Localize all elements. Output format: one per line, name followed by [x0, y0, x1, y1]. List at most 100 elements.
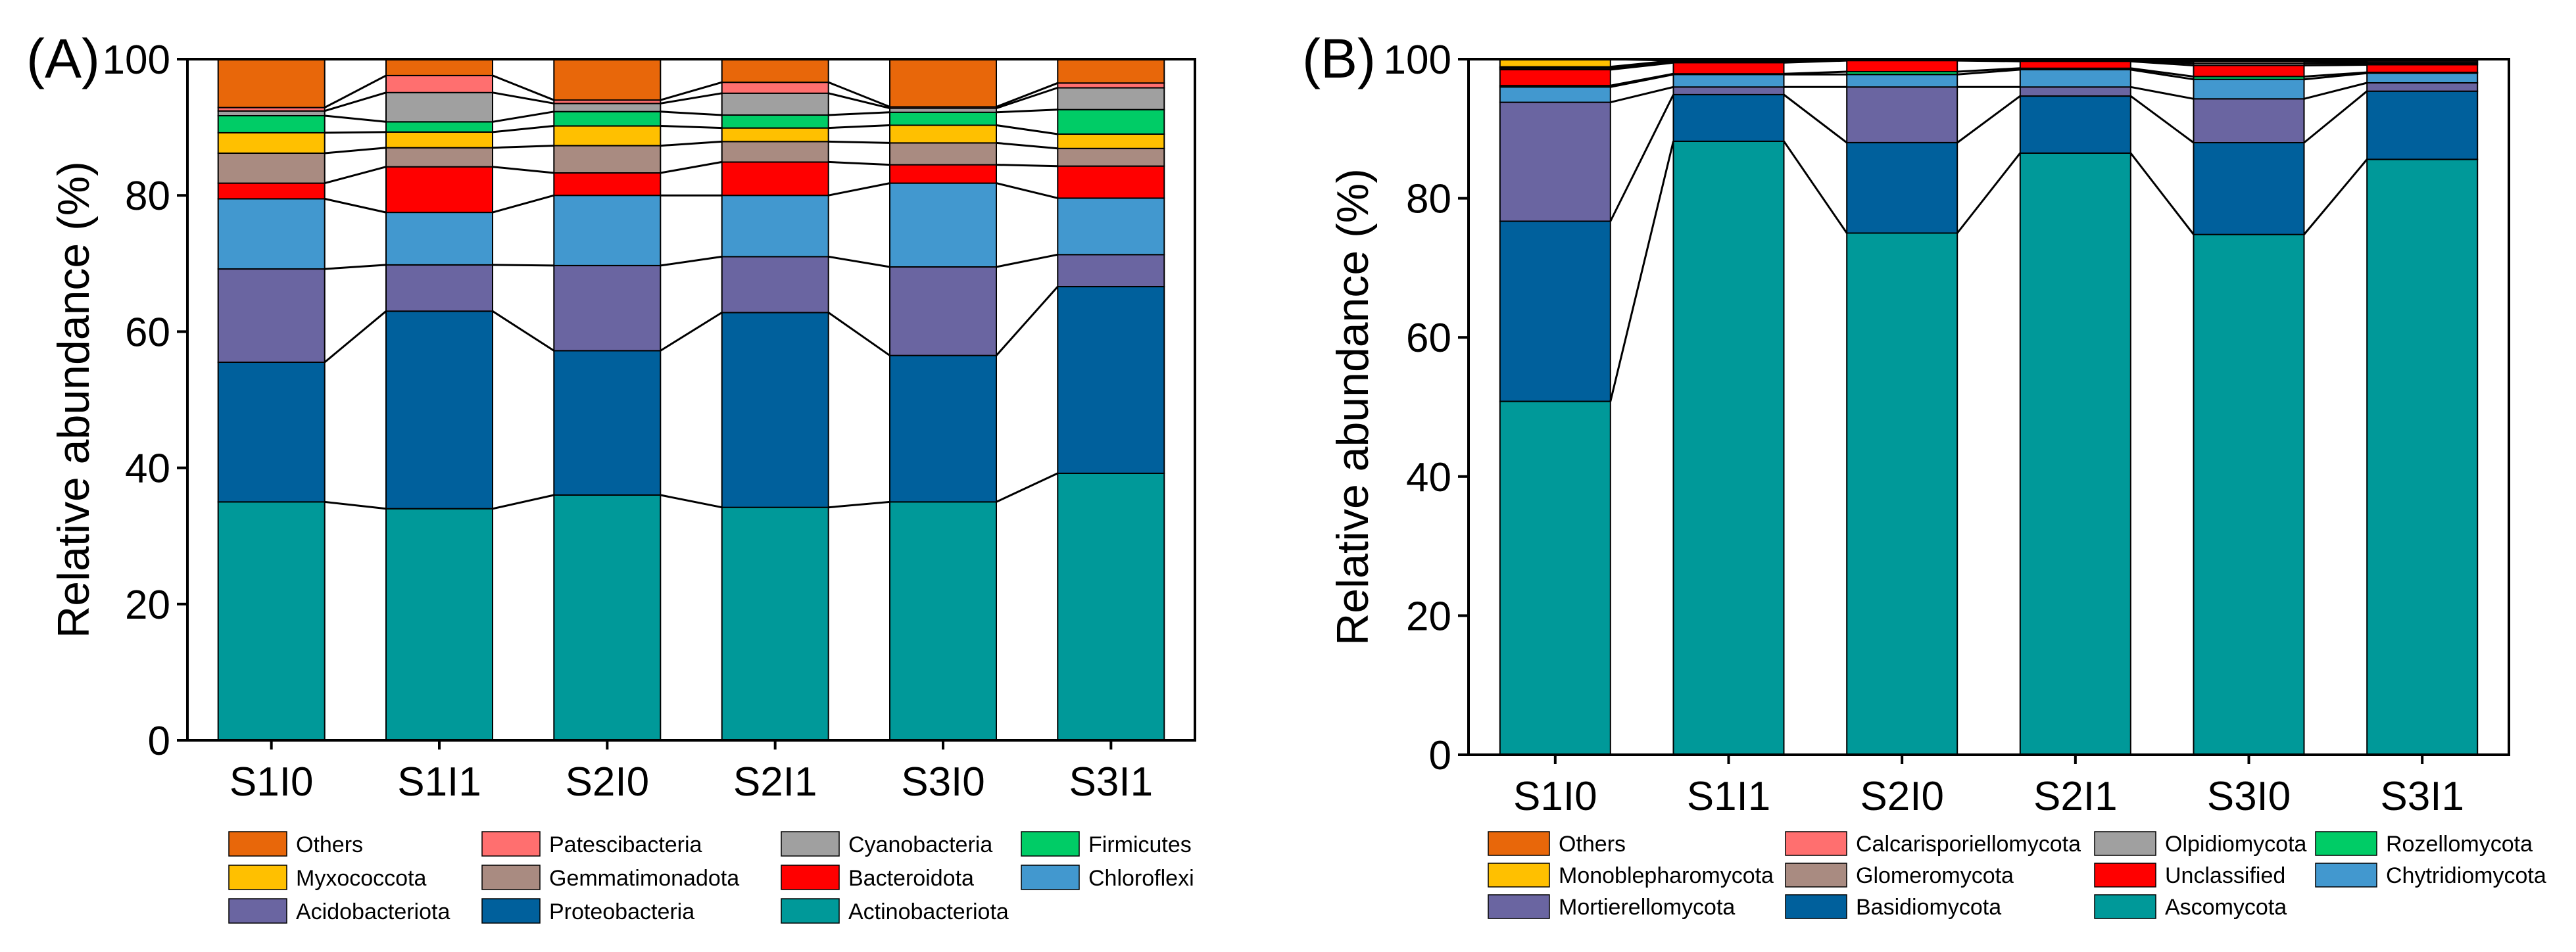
legend-swatch-b-ascomycota	[2094, 894, 2156, 919]
connector-b-1-1	[1609, 141, 1674, 402]
y-tick-label-b-0: 0	[1429, 733, 1451, 778]
bar-a-s1i0-others	[217, 59, 326, 108]
bar-b-s2i0-chytridiomycota	[1846, 74, 1958, 88]
bar-a-s2i1-bacteroidota	[721, 161, 829, 197]
legend-label-a-gemmatimonadota: Gemmatimonadota	[549, 866, 739, 891]
bar-a-s3i0-gemmatimonadota	[889, 142, 997, 166]
bar-a-s1i0-myxococcota	[217, 131, 326, 154]
legend-b: Others Calcarisporiellomycota Olpidiomycot…	[1488, 831, 2546, 920]
connector-b-2-2	[1783, 93, 1848, 144]
bar-a-s3i1-chloroflexi	[1057, 197, 1165, 256]
connector-b-3-2	[1956, 95, 2021, 144]
bars-b	[1499, 59, 2479, 756]
connector-b-4-4	[2130, 68, 2194, 81]
bar-b-s3i0-ascomycota	[2193, 233, 2305, 756]
bar-b-s2i1-mortierellomycota	[2019, 86, 2131, 97]
bar-a-s1i1-bacteroidota	[385, 166, 493, 214]
bars-a	[217, 59, 1165, 742]
bar-b-s3i1-mortierellomycota	[2366, 82, 2479, 92]
bar-a-s3i0-myxococcota	[889, 124, 997, 144]
bar-b-s1i1-ascomycota	[1672, 140, 1785, 756]
connector-a-4-6	[828, 140, 890, 144]
bar-a-s1i1-myxococcota	[385, 131, 493, 149]
connector-a-5-8	[996, 108, 1058, 114]
legend-label-a-acidobacteriota: Acidobacteriota	[296, 899, 450, 924]
connector-a-2-4	[492, 194, 554, 214]
legend-swatch-b-others	[1488, 831, 1550, 856]
legend-swatch-a-chloroflexi	[1021, 865, 1080, 890]
connector-b-3-1	[1956, 152, 2021, 234]
bar-a-s3i0-acidobacteriota	[889, 266, 997, 356]
connector-a-3-8	[660, 110, 722, 116]
bar-b-s3i1-basidiomycota	[2366, 90, 2479, 160]
panel-label-b: (B)	[1302, 28, 1376, 89]
bar-a-s1i1-others	[385, 59, 493, 76]
bar-a-s1i1-acidobacteriota	[385, 264, 493, 312]
legend-label-a-myxococcota: Myxococcota	[296, 866, 426, 891]
bar-a-s3i0-bacteroidota	[889, 164, 997, 184]
connector-b-5-6	[2304, 64, 2368, 66]
connector-b-4-1	[2129, 152, 2195, 235]
connector-a-3-1	[660, 494, 722, 509]
connector-a-5-10	[996, 82, 1058, 108]
legend-swatch-a-myxococcota	[228, 865, 287, 890]
bar-a-s2i1-myxococcota	[721, 127, 829, 143]
panel-label-a: (A)	[26, 28, 100, 89]
connector-b-4-2	[2129, 95, 2195, 144]
bar-a-s3i0-proteobacteria	[889, 354, 997, 503]
connector-a-5-7	[996, 124, 1058, 135]
bar-a-s2i1-chloroflexi	[721, 195, 829, 258]
x-tick-label-a-s1i0: S1I0	[230, 759, 314, 805]
connector-a-3-7	[660, 125, 722, 130]
connector-a-5-3	[996, 253, 1058, 268]
connector-a-3-5	[660, 160, 722, 174]
bar-b-s2i0-ascomycota	[1846, 232, 1958, 755]
bar-a-s3i1-firmicutes	[1057, 108, 1165, 135]
connector-a-1-10	[324, 74, 387, 108]
bar-b-s3i0-chytridiomycota	[2193, 78, 2305, 100]
x-tick-label-b-s2i1: S2I1	[2033, 774, 2118, 819]
legend-label-b-glomeromycota: Glomeromycota	[1856, 863, 2014, 888]
legend-label-b-monoblepharomycota: Monoblepharomycota	[1559, 863, 1774, 888]
connector-a-4-4	[828, 182, 890, 197]
legend-swatch-a-bacteroidota	[781, 865, 840, 890]
y-tick-label-a-0: 0	[148, 719, 170, 764]
connector-a-2-1	[492, 494, 554, 510]
bar-b-s1i0-mortierellomycota	[1499, 101, 1611, 222]
bar-b-s3i0-mortierellomycota	[2193, 98, 2305, 143]
bar-a-s3i0-actinobacteriota	[889, 501, 997, 742]
bar-a-s3i1-actinobacteriota	[1057, 472, 1165, 742]
y-tick-label-a-40: 40	[125, 446, 170, 492]
x-tick-label-a-s1i1: S1I1	[397, 759, 481, 805]
connector-b-5-2	[2303, 90, 2368, 144]
y-tick-label-b-20: 20	[1406, 594, 1451, 639]
chart-panel-a: 0 20 40 60 80 100 S1I0 S1I1 S2I0 S2I1 S3I0 S3I1 Rela…	[26, 28, 1196, 924]
connector-a-1-2	[324, 310, 387, 364]
bar-b-s3i1-chytridiomycota	[2366, 72, 2479, 83]
bar-a-s2i1-patescibacteria	[721, 82, 829, 94]
bar-a-s3i1-cyanobacteria	[1057, 87, 1165, 110]
bar-a-s2i0-acidobacteriota	[553, 264, 662, 352]
connector-a-1-5	[324, 166, 387, 185]
connector-b-2-5	[1784, 70, 1847, 75]
x-tick-label-a-s2i1: S2I1	[733, 759, 817, 805]
connector-a-4-1	[828, 500, 890, 509]
legend-label-a-firmicutes: Firmicutes	[1088, 832, 1192, 857]
bar-a-s3i1-acidobacteriota	[1057, 254, 1165, 287]
connector-a-2-9	[492, 91, 554, 105]
legend-swatch-a-firmicutes	[1021, 831, 1080, 857]
legend-swatch-b-olpidiomycota	[2094, 831, 2156, 856]
legend-label-b-basidiomycota: Basidiomycota	[1856, 895, 2001, 920]
connector-b-1-5	[1610, 72, 1674, 87]
legend-label-b-calcarisporiellomycota: Calcarisporiellomycota	[1856, 832, 2081, 857]
bar-a-s3i1-gemmatimonadota	[1057, 147, 1165, 167]
bar-b-s1i0-unclassified	[1499, 68, 1611, 87]
bar-a-s2i0-myxococcota	[553, 125, 662, 147]
connector-a-1-3	[324, 264, 387, 270]
legend-label-a-others: Others	[296, 832, 363, 857]
bar-a-s2i0-chloroflexi	[553, 195, 662, 266]
connector-a-1-8	[324, 114, 387, 123]
legend-label-a-cyanobacteria: Cyanobacteria	[848, 832, 992, 857]
x-tick-label-b-s3i0: S3I0	[2207, 774, 2291, 819]
